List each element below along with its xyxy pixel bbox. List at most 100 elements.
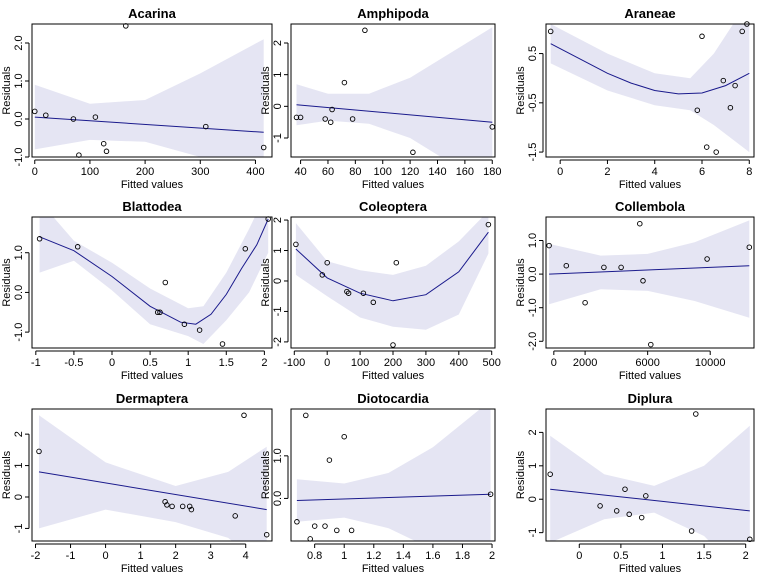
x-tick-label: 140 <box>428 166 446 178</box>
data-point <box>329 106 335 113</box>
data-point <box>303 412 309 419</box>
x-tick-label: 200 <box>384 357 402 369</box>
x-axis-label: Fitted values <box>362 370 425 382</box>
x-tick-label: 1.2 <box>366 550 381 562</box>
y-axis-label: Residuals <box>515 450 527 499</box>
y-axis-label: Residuals <box>1 66 13 115</box>
y-tick-label: 2.0 <box>13 35 25 50</box>
fit-line <box>39 218 269 325</box>
panel-title: Diotocardia <box>357 391 429 406</box>
data-point <box>242 246 249 252</box>
x-axis-label: Fitted values <box>619 563 682 575</box>
y-tick-label: -1 <box>272 307 284 317</box>
plot-frame <box>545 216 755 349</box>
plot-frame <box>31 216 273 349</box>
x-tick-label: 1 <box>659 550 665 562</box>
data-point <box>547 471 553 477</box>
data-point <box>92 114 99 120</box>
data-point <box>410 149 416 156</box>
data-point <box>154 309 161 316</box>
y-tick-label: 2 <box>13 431 25 437</box>
x-tick-label: 100 <box>374 166 392 178</box>
y-tick-label: -0.5 <box>527 93 539 112</box>
data-point <box>322 523 328 529</box>
x-tick-label: 1.4 <box>396 550 411 562</box>
y-tick-label: 0.5 <box>527 46 539 61</box>
y-tick-label: 0.0 <box>13 111 25 126</box>
x-tick-label: 0.5 <box>142 357 157 369</box>
y-tick-label: 0.0 <box>272 491 284 506</box>
y-tick-label: 0.0 <box>527 266 539 281</box>
data-point <box>341 433 347 440</box>
y-tick-label: -1.0 <box>13 323 25 342</box>
panel-blattodea: Blattodea -1 -0.5 0 0.5 1 1.5 2 -1.0 0.0 1.0 Fitted… <box>1 199 273 382</box>
y-tick-label: -1.0 <box>13 148 25 167</box>
y-axis-label: Residuals <box>260 258 272 307</box>
y-tick-label: -1.5 <box>527 143 539 162</box>
y-tick-label: -1 <box>13 524 25 534</box>
x-tick-label: -1 <box>66 550 76 562</box>
data-point <box>622 486 628 492</box>
data-point <box>563 262 570 269</box>
data-point <box>362 27 368 34</box>
panel-amphipoda: Amphipoda 40 60 80 100 120 140 160 180 -1 0 1 2 Fitte… <box>260 6 501 191</box>
x-tick-label: -100 <box>283 357 305 369</box>
data-point <box>597 503 603 509</box>
data-point <box>693 411 699 417</box>
data-point <box>739 28 745 35</box>
plot-frame <box>290 408 496 542</box>
data-point <box>293 241 299 248</box>
x-tick-label: 0 <box>32 166 38 178</box>
y-axis-label: Residuals <box>515 258 527 307</box>
x-tick-label: 1.8 <box>455 550 470 562</box>
x-tick-label: 1.6 <box>425 550 440 562</box>
fit-line <box>38 471 267 511</box>
confidence-band <box>296 409 491 541</box>
data-point <box>74 244 81 250</box>
x-tick-label: 400 <box>246 166 264 178</box>
data-point <box>746 244 753 250</box>
confidence-band <box>550 24 750 153</box>
x-axis-label: Fitted values <box>121 563 184 575</box>
data-point <box>319 272 326 278</box>
data-point <box>322 116 328 122</box>
panel-title: Blattodea <box>122 199 182 214</box>
x-tick-label: 80 <box>349 166 361 178</box>
y-tick-label: 0 <box>272 278 284 284</box>
x-tick-label: 2 <box>173 550 179 562</box>
x-tick-label: 10000 <box>695 357 726 369</box>
x-tick-label: 1 <box>138 550 144 562</box>
panel-title: Dermaptera <box>116 391 189 406</box>
panel-title: Collembola <box>615 199 686 214</box>
data-point <box>70 116 77 122</box>
data-point <box>348 527 355 534</box>
data-point <box>203 123 209 130</box>
y-tick-label: -1 <box>527 528 539 538</box>
x-tick-label: 40 <box>294 166 306 178</box>
fit-line <box>550 43 750 95</box>
data-point <box>260 144 267 151</box>
data-point <box>164 502 170 508</box>
data-point <box>727 104 734 111</box>
y-tick-label: 2 <box>527 429 539 435</box>
x-tick-label: 0 <box>109 357 115 369</box>
y-axis-label: Residuals <box>1 258 13 307</box>
data-point <box>100 140 107 147</box>
data-point <box>297 114 304 121</box>
x-tick-label: 2000 <box>573 357 597 369</box>
x-tick-label: 2 <box>604 166 610 178</box>
fit-line <box>296 104 493 123</box>
y-tick-label: 1 <box>527 463 539 469</box>
y-tick-label: 0 <box>527 496 539 502</box>
data-point <box>618 264 624 271</box>
fit-line <box>549 265 750 275</box>
x-axis-label: Fitted values <box>121 370 184 382</box>
data-point <box>485 221 492 228</box>
y-axis-label: Residuals <box>1 450 13 499</box>
plot-frame <box>31 23 273 158</box>
data-point <box>188 506 195 513</box>
x-tick-label: -2 <box>31 550 41 562</box>
